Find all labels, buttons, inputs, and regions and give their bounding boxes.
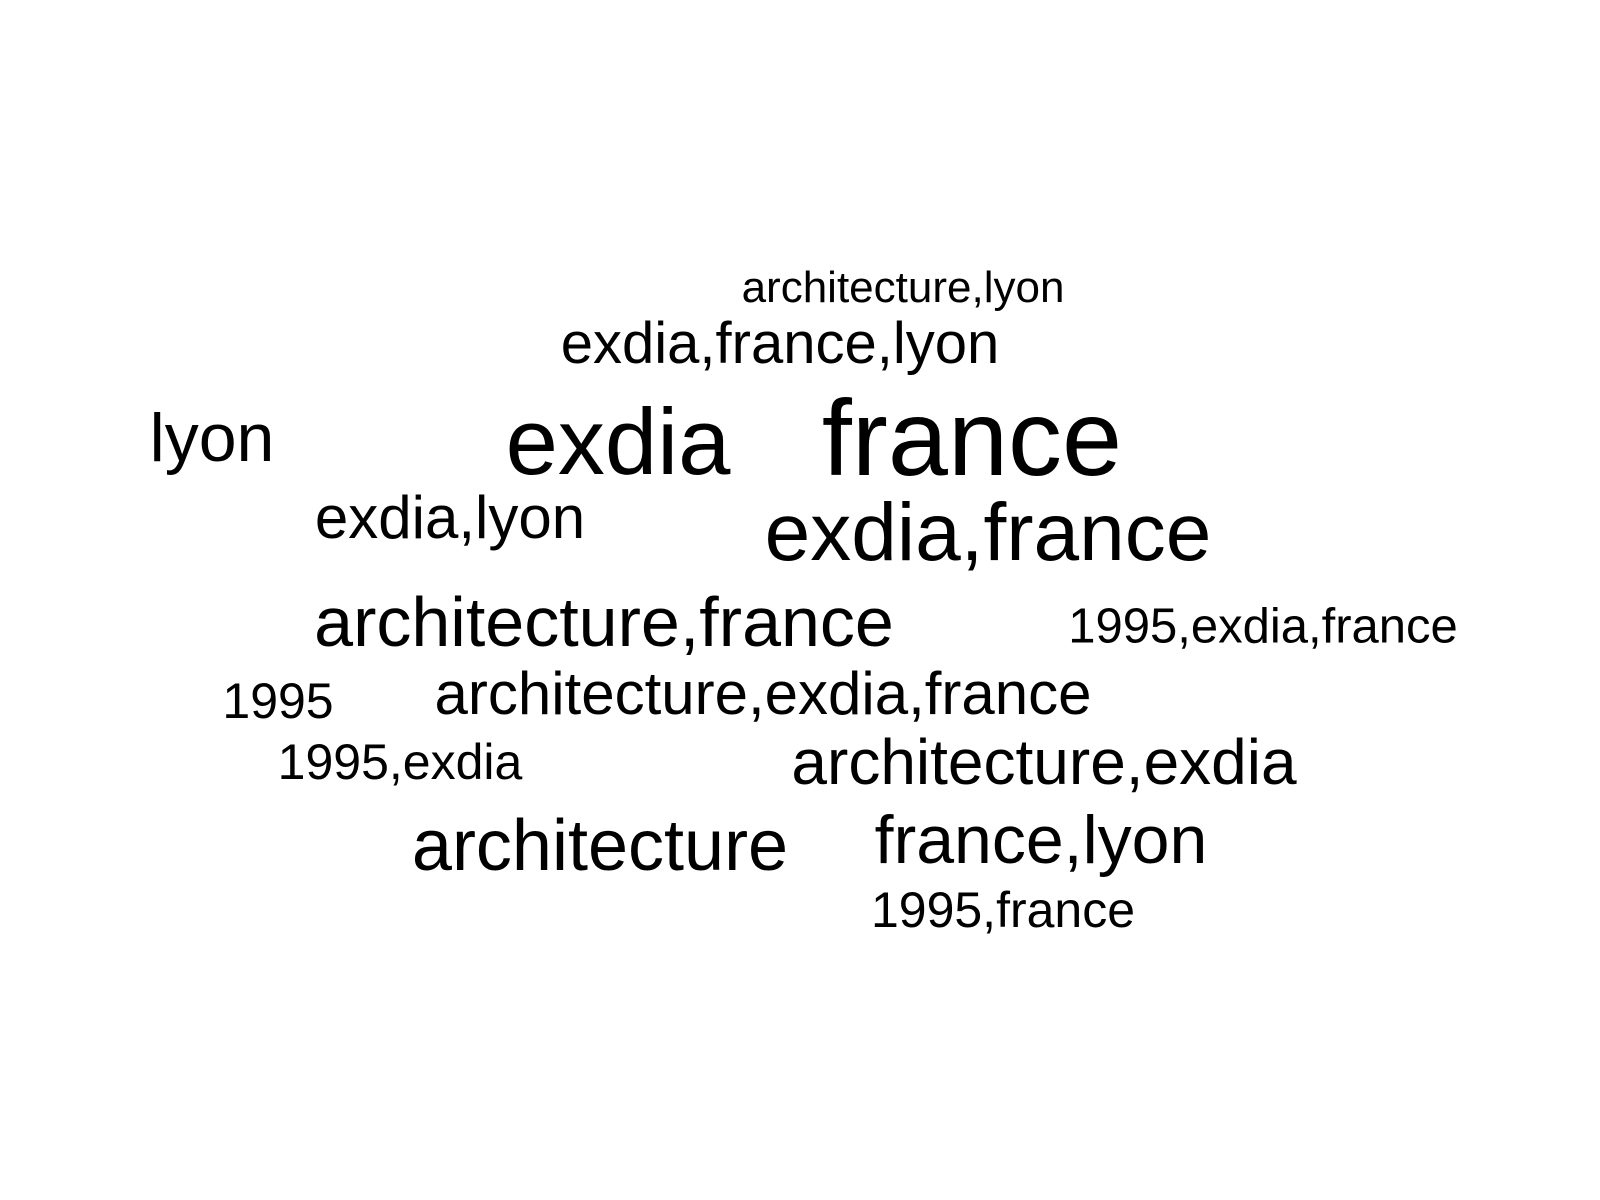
word-architecture-exdia-france: architecture,exdia,france bbox=[434, 660, 1092, 727]
word-exdia-lyon: exdia,lyon bbox=[314, 484, 586, 551]
word-1995-france: 1995,france bbox=[870, 882, 1136, 938]
word-1995: 1995 bbox=[222, 673, 334, 729]
word-exdia-france-lyon: exdia,france,lyon bbox=[560, 311, 1000, 376]
word-architecture-lyon: architecture,lyon bbox=[741, 263, 1065, 312]
word-architecture: architecture bbox=[411, 806, 789, 886]
word-architecture-exdia: architecture,exdia bbox=[791, 726, 1297, 798]
word-1995-exdia: 1995,exdia bbox=[277, 734, 523, 790]
word-exdia: exdia bbox=[505, 389, 731, 494]
word-lyon: lyon bbox=[149, 400, 275, 476]
word-france-lyon: france,lyon bbox=[874, 802, 1208, 878]
word-1995-exdia-france: 1995,exdia,france bbox=[1068, 599, 1458, 654]
word-exdia-france: exdia,france bbox=[764, 487, 1212, 578]
word-france: france bbox=[821, 377, 1123, 498]
word-architecture-france: architecture,france bbox=[314, 583, 894, 661]
